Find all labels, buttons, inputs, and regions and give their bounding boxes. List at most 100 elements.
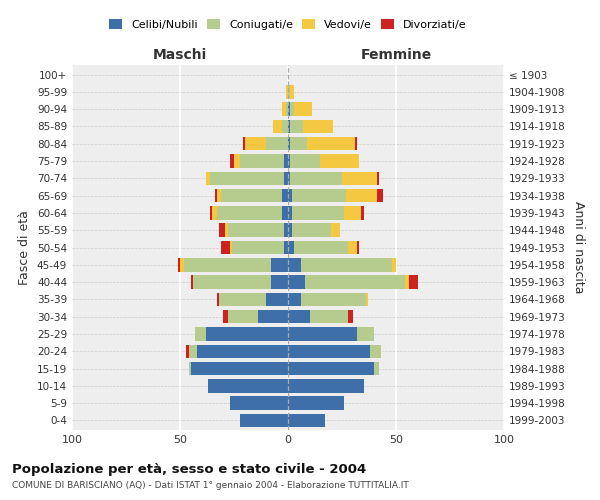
Bar (191, 276, 193, 289)
Bar (206, 327, 288, 340)
Bar (344, 206, 361, 220)
Bar (288, 120, 290, 133)
Bar (349, 310, 353, 324)
Y-axis label: Anni di nascita: Anni di nascita (572, 201, 585, 294)
Bar (355, 137, 357, 150)
Bar (230, 396, 288, 410)
Bar (409, 276, 418, 289)
Bar (288, 102, 290, 116)
Bar (295, 241, 349, 254)
Bar (180, 258, 184, 272)
Bar (221, 189, 281, 202)
Bar (230, 241, 232, 254)
Bar (290, 120, 303, 133)
Bar (357, 327, 374, 340)
Bar (210, 172, 284, 185)
Bar (288, 172, 290, 185)
Bar (288, 154, 290, 168)
Bar (245, 137, 266, 150)
Bar (292, 206, 344, 220)
Bar (303, 120, 334, 133)
Bar (366, 292, 368, 306)
Bar (288, 396, 344, 410)
Bar (230, 154, 234, 168)
Bar (288, 362, 374, 376)
Legend: Celibi/Nubili, Coniugati/e, Vedovi/e, Divorziati/e: Celibi/Nubili, Coniugati/e, Vedovi/e, Di… (106, 16, 470, 34)
Bar (392, 258, 396, 272)
Bar (288, 85, 290, 98)
Bar (284, 154, 288, 168)
Bar (281, 206, 288, 220)
Bar (242, 137, 245, 150)
Text: Maschi: Maschi (153, 48, 207, 62)
Bar (288, 241, 295, 254)
Bar (331, 224, 340, 237)
Bar (266, 292, 288, 306)
Bar (241, 154, 284, 168)
Bar (288, 344, 370, 358)
Bar (208, 379, 288, 392)
Bar (377, 172, 379, 185)
Bar (292, 189, 346, 202)
Bar (206, 172, 210, 185)
Bar (290, 137, 307, 150)
Bar (227, 224, 284, 237)
Bar (234, 154, 241, 168)
Text: Femmine: Femmine (361, 48, 431, 62)
Y-axis label: Fasce di età: Fasce di età (19, 210, 31, 285)
Bar (288, 379, 364, 392)
Bar (404, 276, 409, 289)
Bar (290, 154, 320, 168)
Bar (217, 292, 219, 306)
Bar (320, 154, 359, 168)
Bar (193, 276, 271, 289)
Bar (310, 310, 349, 324)
Bar (286, 85, 288, 98)
Bar (342, 172, 377, 185)
Bar (221, 241, 230, 254)
Bar (178, 258, 180, 272)
Bar (284, 224, 288, 237)
Bar (301, 292, 366, 306)
Bar (290, 102, 295, 116)
Bar (288, 137, 290, 150)
Bar (349, 241, 357, 254)
Bar (219, 224, 226, 237)
Bar (188, 362, 191, 376)
Bar (232, 241, 284, 254)
Bar (288, 206, 292, 220)
Bar (288, 276, 305, 289)
Bar (195, 327, 206, 340)
Bar (288, 414, 325, 427)
Bar (281, 102, 286, 116)
Bar (290, 172, 342, 185)
Bar (187, 344, 188, 358)
Bar (292, 224, 331, 237)
Bar (288, 258, 301, 272)
Bar (271, 258, 288, 272)
Bar (227, 310, 258, 324)
Bar (223, 310, 227, 324)
Bar (266, 137, 288, 150)
Bar (370, 344, 381, 358)
Bar (301, 258, 392, 272)
Bar (241, 414, 288, 427)
Bar (258, 310, 288, 324)
Bar (217, 206, 281, 220)
Bar (197, 344, 288, 358)
Bar (374, 362, 379, 376)
Bar (271, 276, 288, 289)
Bar (219, 292, 266, 306)
Bar (288, 224, 292, 237)
Bar (361, 206, 364, 220)
Bar (188, 344, 197, 358)
Bar (288, 189, 292, 202)
Bar (210, 206, 212, 220)
Bar (217, 189, 221, 202)
Bar (281, 120, 288, 133)
Bar (346, 189, 377, 202)
Bar (215, 189, 217, 202)
Bar (184, 258, 271, 272)
Bar (284, 241, 288, 254)
Bar (191, 362, 288, 376)
